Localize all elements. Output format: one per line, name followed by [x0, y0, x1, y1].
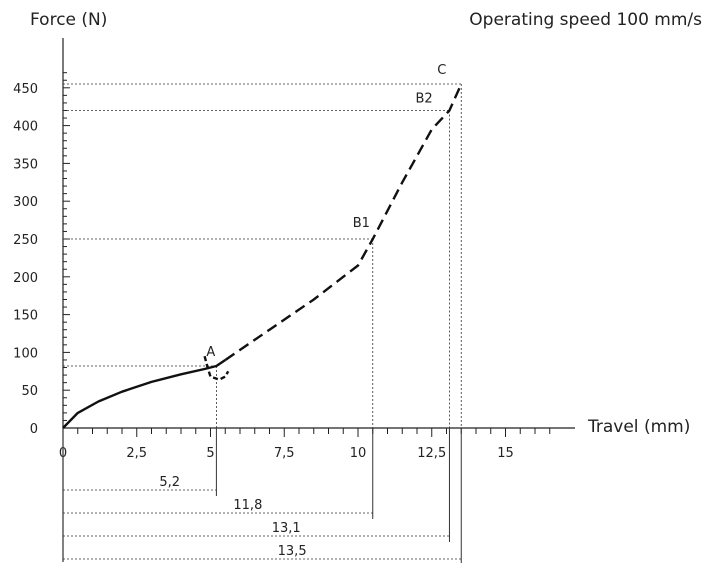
- x-tick-label: 10: [350, 446, 367, 461]
- dimension-lines-group: 5,2 11,8 13,1 13,5: [62, 428, 462, 563]
- x-tick-label: 5: [206, 446, 214, 461]
- y-tick-label: 100: [13, 346, 38, 361]
- x-tick-label: 15: [497, 446, 514, 461]
- chart-title: Operating speed 100 mm/s: [469, 10, 702, 30]
- y-tick-label: 350: [13, 157, 38, 172]
- y-tick-label: 200: [13, 271, 38, 286]
- series-line-dashed-short: [203, 355, 230, 381]
- y-tick-label: 150: [13, 309, 38, 324]
- series-group: [62, 83, 463, 429]
- dimension-label: 5,2: [159, 475, 180, 490]
- x-axis-label: Travel (mm): [587, 417, 690, 437]
- y-tick-label: 450: [13, 82, 38, 97]
- x-tick-label: 12,5: [417, 446, 446, 461]
- series-line-solid: [62, 359, 226, 429]
- y-tick-label: 250: [13, 233, 38, 248]
- point-label-a: A: [206, 345, 215, 360]
- x-tick-label: 7,5: [274, 446, 295, 461]
- point-label-b1: B1: [353, 216, 370, 231]
- y-tick-label: 300: [13, 195, 38, 210]
- x-ticks-group: 0 2,5 5 7,5 10 12,5 15: [59, 428, 551, 461]
- dimension-label: 11,8: [233, 498, 262, 513]
- y-axis-label: Force (N): [30, 10, 107, 30]
- dimension-label: 13,5: [278, 544, 307, 559]
- point-label-b2: B2: [415, 91, 432, 106]
- y-tick-label: 50: [21, 384, 38, 399]
- y-tick-label: 400: [13, 120, 38, 135]
- y-ticks-group: 0 50 100 150 200 250 300 350 400 450: [13, 72, 70, 437]
- series-line-dashed: [224, 83, 463, 361]
- y-tick-label: 0: [30, 422, 38, 437]
- point-label-c: C: [437, 63, 446, 78]
- x-tick-label: 2,5: [126, 446, 147, 461]
- dimension-label: 13,1: [272, 521, 301, 536]
- guide-lines-group: [63, 83, 462, 428]
- points-of-interest-group: A B1 B2 C: [206, 63, 446, 360]
